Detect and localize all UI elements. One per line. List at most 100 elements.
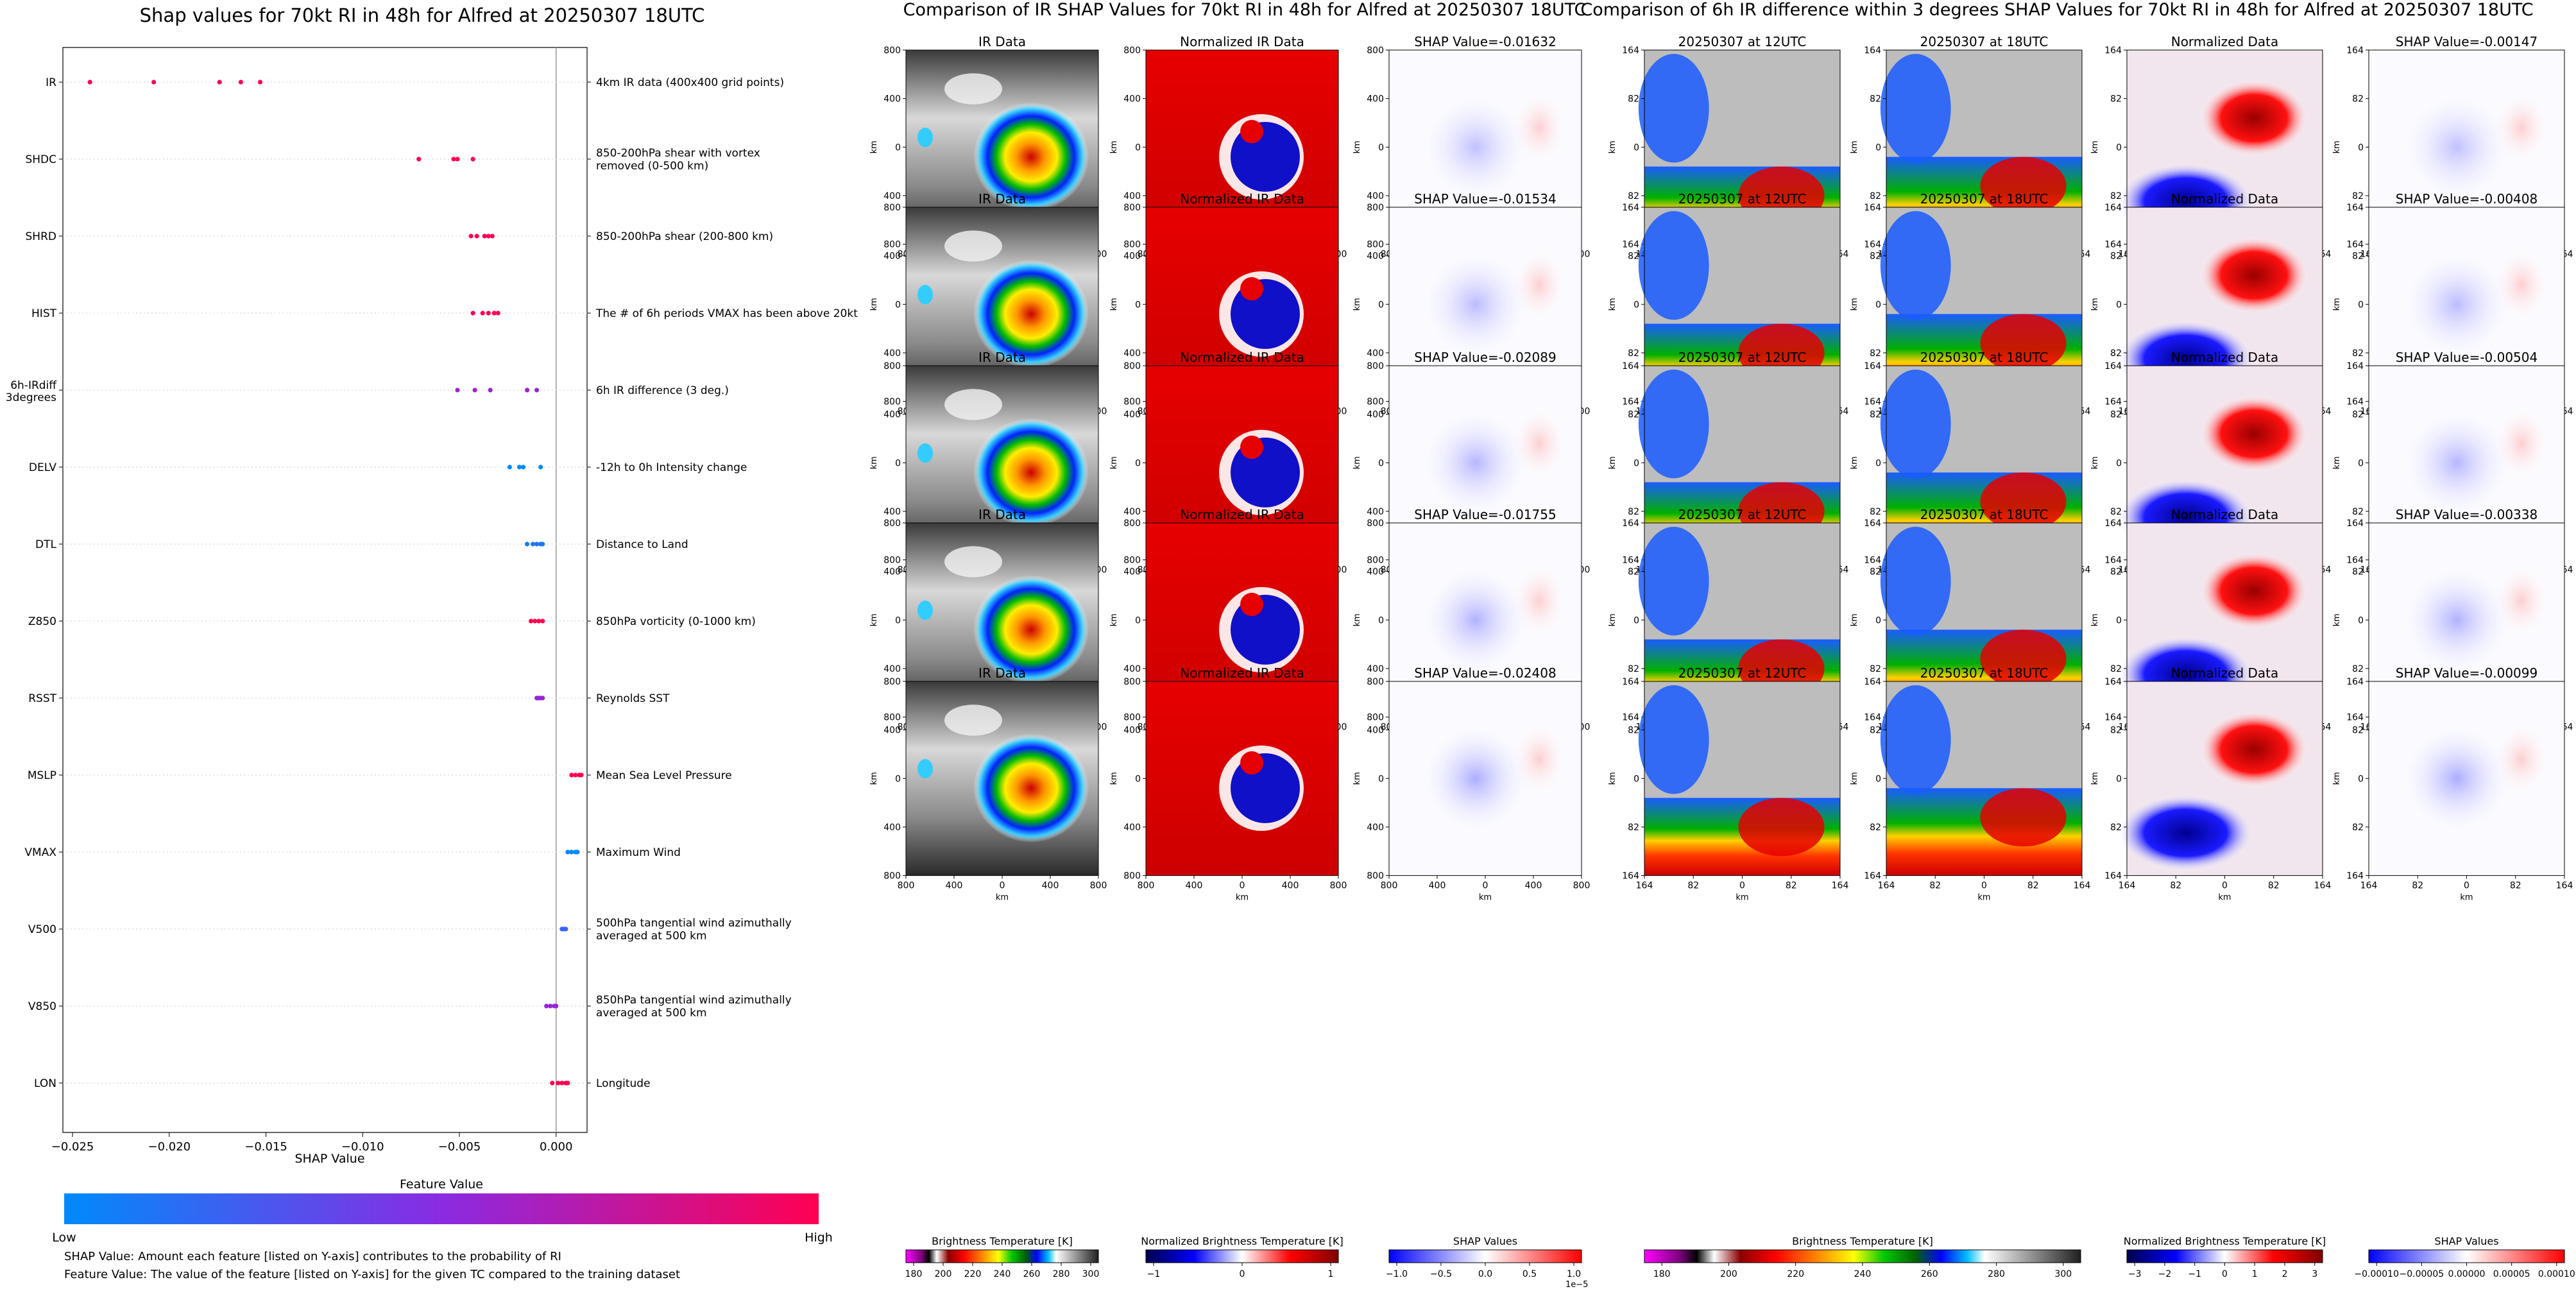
diff-hot-core: [1980, 472, 2067, 531]
feature-description: 850-200hPa shear with vortex: [596, 147, 760, 160]
mid-shap-colorbar-tick-label: −0.5: [1430, 1269, 1452, 1279]
y-tick-label: 400: [1367, 823, 1384, 833]
y-tick-label: 164: [2104, 677, 2122, 687]
y-tick-label: 800: [1367, 46, 1384, 56]
shap-positive-region: [1510, 404, 1568, 482]
x-axis-label: km: [1236, 893, 1249, 903]
y-tick-label: 164: [2346, 713, 2364, 723]
y-axis-label: km: [2332, 141, 2342, 153]
shap-negative-region: [1418, 246, 1533, 363]
y-tick-label: 400: [883, 94, 901, 105]
y-tick-label: 0: [895, 615, 901, 626]
y-tick-label: 0: [2116, 774, 2122, 784]
y-tick-label: 164: [2346, 361, 2364, 371]
shap-point: [507, 465, 513, 470]
y-tick-label: 800: [1367, 556, 1384, 566]
y-tick-label: 400: [883, 823, 901, 833]
right-norm-colorbar-tick-label: 0: [2222, 1269, 2228, 1279]
y-tick-label: 164: [2104, 240, 2122, 250]
shap-point: [540, 696, 545, 701]
norm-eye: [1240, 435, 1263, 459]
diff-cold-region: [1880, 685, 1951, 794]
y-tick-label: 82: [1870, 823, 1881, 833]
y-tick-label: 400: [1123, 567, 1141, 577]
feature-description: Distance to Land: [596, 538, 688, 551]
y-tick-label: 82: [2352, 664, 2364, 674]
y-tick-label: 82: [2110, 191, 2122, 201]
y-axis-label: km: [1352, 613, 1362, 626]
left-title: Shap values for 70kt RI in 48h for Alfre…: [140, 4, 705, 26]
panel-title: IR Data: [978, 191, 1026, 207]
y-tick-label: 164: [2104, 556, 2122, 566]
x-tick-label: −0.015: [244, 1140, 287, 1154]
y-tick-label: 164: [1622, 203, 1639, 213]
shap-point: [238, 80, 243, 85]
panel-title: Normalized Data: [2171, 350, 2279, 365]
norm-eye: [1240, 277, 1263, 301]
y-tick-label: 164: [2346, 556, 2364, 566]
y-axis-label: km: [1608, 298, 1617, 311]
shap-positive-region: [2492, 246, 2551, 324]
x-tick-label: 800: [898, 881, 915, 891]
ir-shap-panels: IR Data80040004008008004000400800kmkmNor…: [869, 34, 1590, 903]
x-axis-label: km: [996, 893, 1009, 903]
x-tick-label: 800: [1138, 881, 1155, 891]
shap-point: [87, 80, 92, 85]
y-tick-label: 82: [2352, 507, 2364, 517]
y-tick-label: 164: [1622, 677, 1639, 687]
y-axis-label: km: [869, 141, 879, 153]
y-tick-label: 164: [1864, 677, 1881, 687]
shap-negative-region: [2398, 89, 2516, 206]
y-tick-label: 82: [1628, 823, 1639, 833]
footnote-feature: Feature Value: The value of the feature …: [64, 1268, 681, 1281]
x-tick-label: 164: [2314, 881, 2332, 891]
mid-shap-exponent: 1e−5: [1565, 1280, 1588, 1289]
x-tick-label: 0: [1240, 881, 1245, 891]
right-norm-colorbar-tick-label: 3: [2312, 1269, 2317, 1279]
y-tick-label: 0: [1633, 615, 1639, 626]
y-axis-label: km: [1850, 772, 1859, 785]
feature-label: SHRD: [26, 230, 56, 243]
mid-shap-colorbar-tick-label: 0.5: [1523, 1269, 1537, 1279]
x-tick-label: −0.025: [51, 1140, 94, 1154]
y-tick-label: 164: [1622, 361, 1639, 371]
x-tick-label: 800: [1330, 881, 1347, 891]
storm-convection: [973, 575, 1089, 685]
y-tick-label: 164: [1622, 556, 1639, 566]
colorbar-high-label: High: [805, 1231, 833, 1245]
mid-norm-colorbar: [1145, 1249, 1339, 1263]
right-shap-colorbar: [2368, 1249, 2565, 1263]
y-tick-label: 82: [1628, 348, 1639, 359]
shap-value-title: SHAP Value=-0.01632: [1414, 34, 1556, 49]
y-axis-label: km: [2090, 141, 2100, 153]
y-tick-label: 800: [883, 713, 901, 723]
x-tick-label: 800: [1381, 881, 1398, 891]
y-tick-label: 800: [1367, 713, 1384, 723]
footnote-shap: SHAP Value: Amount each feature [listed …: [64, 1250, 561, 1263]
y-tick-label: 82: [1628, 567, 1639, 577]
y-axis-label: km: [1109, 141, 1119, 153]
y-axis-label: km: [2090, 456, 2100, 469]
shap-point: [455, 388, 460, 393]
y-tick-label: 164: [2104, 518, 2122, 529]
shap-point: [491, 311, 497, 316]
y-axis-label: km: [1352, 456, 1362, 469]
mid-bt-colorbar-tick-label: 220: [964, 1269, 982, 1279]
feature-label: V850: [28, 1000, 56, 1013]
mid-shap-colorbar-tick-label: 0.0: [1478, 1269, 1492, 1279]
y-tick-label: 400: [1367, 664, 1384, 674]
panel-title: 20250307 at 18UTC: [1920, 350, 2049, 365]
y-tick-label: 800: [1367, 871, 1384, 882]
shap-point: [530, 542, 536, 547]
shap-point: [486, 234, 491, 239]
y-tick-label: 800: [1123, 203, 1141, 213]
feature-description: Reynolds SST: [596, 692, 670, 705]
right-bt-colorbar-tick-label: 300: [2054, 1269, 2072, 1279]
y-axis-label: km: [869, 613, 879, 626]
x-tick-label: 400: [1282, 881, 1299, 891]
y-tick-label: 0: [1875, 300, 1881, 310]
y-tick-label: 164: [2104, 397, 2122, 407]
right-bt-colorbar-label: Brightness Temperature [K]: [1792, 1235, 1933, 1247]
shap-negative-region: [1418, 89, 1533, 206]
